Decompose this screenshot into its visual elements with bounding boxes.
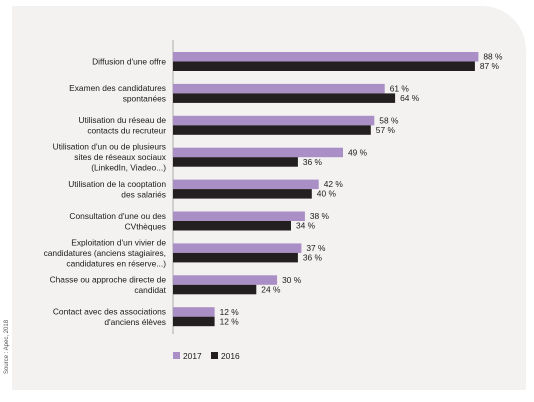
category-label-line: Utilisation de la cooptation — [68, 179, 166, 189]
category-label-line: (LinkedIn, Viadeo...) — [91, 163, 166, 173]
category-labels: Diffusion d'une offre Examen des candidat… — [44, 57, 167, 327]
bar-2017 — [173, 179, 319, 190]
category-label: Utilisation du réseau de contacts du recr… — [78, 115, 166, 136]
category-label-line: Exploitation d'un vivier de — [71, 237, 166, 247]
value-label-2016: 57 % — [376, 125, 396, 135]
bar-2016 — [173, 157, 298, 167]
category-label-line: spontanées — [123, 94, 166, 104]
legend-swatch-2016 — [211, 352, 218, 359]
bar-2016 — [173, 221, 291, 231]
value-label-2016: 34 % — [296, 221, 316, 231]
bar-2016 — [173, 93, 396, 103]
category-label: Exploitation d'un vivier de candidatures … — [44, 237, 167, 268]
value-label-2017: 37 % — [306, 243, 326, 253]
bar-2017 — [173, 243, 302, 253]
bar-2017 — [173, 147, 343, 158]
value-label-2017: 88 % — [483, 52, 503, 62]
category-label-line: Utilisation d'un ou de plusieurs — [53, 142, 166, 152]
category-label-line: candidat — [134, 285, 166, 295]
bar-2016 — [173, 61, 475, 71]
category-label: Examen des candidatures spontanées — [69, 83, 166, 104]
value-label-2017: 38 % — [310, 211, 330, 221]
bar-2016 — [173, 125, 371, 135]
bars — [173, 52, 479, 327]
legend-swatch-2017 — [173, 352, 180, 359]
category-label-line: des salariés — [121, 189, 166, 199]
category-label-line: candidatures (anciens stagiaires, — [44, 248, 166, 258]
category-label-line: Chasse ou approche directe de — [50, 275, 167, 285]
category-label-line: Contact avec des associations — [53, 306, 166, 316]
bar-2016 — [173, 316, 215, 327]
value-label-2017: 12 % — [220, 307, 240, 317]
bar-2017 — [173, 275, 278, 285]
bar-2017 — [173, 52, 479, 62]
bar-2016 — [173, 252, 298, 263]
value-label-2016: 40 % — [317, 189, 337, 199]
bar-2016 — [173, 189, 312, 199]
value-labels: 88 %87 % 61 %64 % 58 %57 % 49 % 36 % 42 %40 %… — [220, 52, 503, 327]
category-label-line: Consultation d'une ou des — [69, 211, 166, 221]
value-label-2016: 12 % — [220, 316, 240, 326]
category-label: Contact avec des associations d'anciens é… — [53, 306, 166, 327]
bar-2017 — [173, 211, 305, 221]
category-label-line: contacts du recruteur — [87, 126, 166, 136]
category-label-line: Utilisation du réseau de — [78, 115, 166, 125]
value-label-2017: 49 % — [348, 147, 368, 157]
bar-2017 — [173, 115, 375, 126]
bar-2017 — [173, 307, 215, 317]
legend-label-2017: 2017 — [183, 351, 202, 361]
category-label-line: d'anciens élèves — [104, 317, 166, 327]
value-label-2016: 36 % — [303, 253, 323, 263]
value-label-2016: 64 % — [400, 93, 420, 103]
value-label-2016: 87 % — [480, 61, 500, 71]
value-label-2016: 36 % — [303, 157, 323, 167]
category-label-line: Diffusion d'une offre — [92, 57, 166, 67]
legend: 2017 2016 — [173, 351, 240, 361]
value-label-2017: 42 % — [324, 179, 344, 189]
category-label: Consultation d'une ou des CVthèques — [69, 211, 166, 232]
category-label: Diffusion d'une offre — [92, 57, 166, 67]
value-label-2017: 30 % — [282, 275, 302, 285]
bar-2016 — [173, 284, 257, 295]
bar-2017 — [173, 83, 385, 94]
category-label-line: Examen des candidatures — [69, 83, 166, 93]
category-label: Utilisation de la cooptation des salariés — [68, 179, 166, 200]
legend-label-2016: 2016 — [221, 351, 240, 361]
value-label-2017: 61 % — [390, 84, 410, 94]
category-label-line: candidatures en réserve...) — [66, 258, 166, 268]
category-label: Chasse ou approche directe de candidat — [50, 275, 167, 296]
category-label-line: sites de réseaux sociaux — [74, 152, 167, 162]
category-label: Utilisation d'un ou de plusieurs sites de… — [53, 142, 167, 173]
category-label-line: CVthèques — [125, 221, 166, 231]
value-label-2016: 24 % — [261, 284, 281, 294]
value-label-2017: 58 % — [379, 115, 399, 125]
